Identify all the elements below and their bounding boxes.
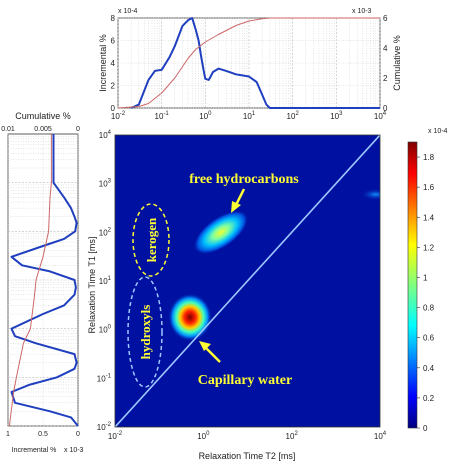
heatmap-x-tick-label: 100 xyxy=(197,431,210,441)
left-incremental-tick-label: 0.5 xyxy=(38,431,48,438)
top-x-tick-label: 102 xyxy=(287,111,300,121)
heatmap-x-tick-label: 10-2 xyxy=(108,431,123,441)
top-y-tick-label: 8 xyxy=(111,14,116,23)
left-top-label: Cumulative % xyxy=(15,111,71,121)
left-cumulative-tick-label: 0 xyxy=(76,126,80,133)
top-y2-tick-label: 6 xyxy=(383,14,388,23)
colorbar-ticks: 0 0.2 0.4 0.6 0.8 1 1.2 1.4 1.6 1.8 xyxy=(417,153,435,433)
top-y-tick-label: 6 xyxy=(111,37,116,46)
heatmap-peak xyxy=(193,210,249,255)
annotation-hydroxyls: hydroxyls xyxy=(138,305,153,360)
heatmap-y-tick-label: 104 xyxy=(99,130,112,140)
left-series xyxy=(8,134,79,427)
top-y-tick-label: 2 xyxy=(111,82,116,91)
top-cumulative-line xyxy=(117,17,380,109)
top-x-tick-label: 101 xyxy=(243,111,256,121)
heatmap-peak xyxy=(359,188,380,201)
colorbar-tick-label: 0.6 xyxy=(423,334,435,343)
annotation-kerogen: kerogen xyxy=(144,217,159,262)
hydroxyls-ellipse xyxy=(127,276,163,388)
colorbar-tick-label: 0.8 xyxy=(423,304,435,313)
colorbar-exponent: x 10-4 xyxy=(428,128,448,135)
colorbar-tick-label: 1.2 xyxy=(423,243,435,252)
heatmap-x-label: Relaxation Time T2 [ms] xyxy=(199,451,296,461)
colorbar-tick-label: 1.6 xyxy=(423,183,435,192)
colorbar-tick-label: 1 xyxy=(423,273,428,282)
colorbar-tick-label: 0.2 xyxy=(423,394,435,403)
colorbar: 0 0.2 0.4 0.6 0.8 1 1.2 1.4 1.6 1.8 x 10-4 xyxy=(407,128,448,433)
top-series xyxy=(117,17,380,109)
heatmap-peak xyxy=(168,293,213,342)
top-y-exponent: x 10-4 xyxy=(118,8,138,15)
heatmap-frame xyxy=(114,134,381,428)
top-y2-tick-label: 2 xyxy=(383,74,388,83)
top-x-tick-label: 10-2 xyxy=(111,111,126,121)
left-cumulative-tick-label: 0.005 xyxy=(34,126,52,133)
left-incremental-tick-label: 1 xyxy=(6,431,10,438)
heatmap-y-tick-label: 10-2 xyxy=(97,422,112,432)
top-y-tick-label: 0 xyxy=(111,104,116,113)
colorbar-tick-label: 1.4 xyxy=(423,213,435,222)
heatmap-ticks: 10-2 100 102 104 10-2 10-1 100 101 102 103 104 xyxy=(97,130,387,441)
heatmap-x-tick-label: 102 xyxy=(286,431,299,441)
heatmap-y-label: Relaxation Time T1 [ms] xyxy=(87,237,97,334)
colorbar-tick-label: 1.8 xyxy=(423,153,435,162)
heatmap-y-tick-label: 102 xyxy=(99,227,112,237)
heatmap-y-tick-label: 103 xyxy=(99,179,112,189)
heatmap-y-tick-label: 100 xyxy=(99,325,112,335)
top-y-tick-label: 4 xyxy=(111,59,116,68)
left-bottom-label: Incremental % xyxy=(12,447,57,454)
top-y2-tick-label: 4 xyxy=(383,44,388,53)
top-y2-exponent: x 10-3 xyxy=(352,8,372,15)
heatmap-y-tick-label: 10-1 xyxy=(97,373,112,383)
heatmap-peaks xyxy=(168,188,380,342)
left-grid xyxy=(7,134,79,427)
annotation-group: free hydrocarbons kerogen hydroxyls Capi… xyxy=(127,172,299,388)
annotation-free-hydrocarbons: free hydrocarbons xyxy=(189,172,299,187)
top-incremental-line xyxy=(130,17,380,109)
left-cumulative-tick-label: 0.01 xyxy=(1,126,15,133)
top-x-tick-label: 103 xyxy=(330,111,343,121)
heatmap-panel: 10-2 100 102 104 10-2 10-1 100 101 102 103 104 Rel… xyxy=(87,130,387,461)
left-ticks: 0 0.005 0.01 0 0.5 1 xyxy=(1,126,80,438)
kerogen-ellipse xyxy=(132,203,170,277)
heatmap-y-tick-label: 101 xyxy=(99,276,112,286)
left-exponent: x 10-3 xyxy=(64,447,84,454)
diagonal-line xyxy=(115,135,380,427)
top-y2-tick-label: 0 xyxy=(383,104,388,113)
heatmap-x-tick-label: 104 xyxy=(374,431,387,441)
top-x-tick-label: 100 xyxy=(199,111,212,121)
colorbar-tick-label: 0.4 xyxy=(423,364,435,373)
colorbar-tick-label: 0 xyxy=(423,424,428,433)
top-y2-label: Cumulative % xyxy=(392,35,402,91)
colorbar-gradient xyxy=(407,141,418,429)
arrow-capillary-water xyxy=(199,341,221,363)
arrow-free-hydrocarbons xyxy=(231,188,246,213)
top-y-label: Incremental % xyxy=(98,34,108,92)
top-x-tick-label: 104 xyxy=(374,111,387,121)
left-incremental-tick-label: 0 xyxy=(76,431,80,438)
left-cumulative-line xyxy=(8,134,52,427)
annotation-capillary-water: Capillary water xyxy=(198,373,292,388)
top-x-tick-label: 10-1 xyxy=(155,111,170,121)
left-distribution-panel: 0 0.005 0.01 0 0.5 1 Cumulative % Incremental… xyxy=(1,111,83,454)
left-incremental-line xyxy=(10,134,79,427)
